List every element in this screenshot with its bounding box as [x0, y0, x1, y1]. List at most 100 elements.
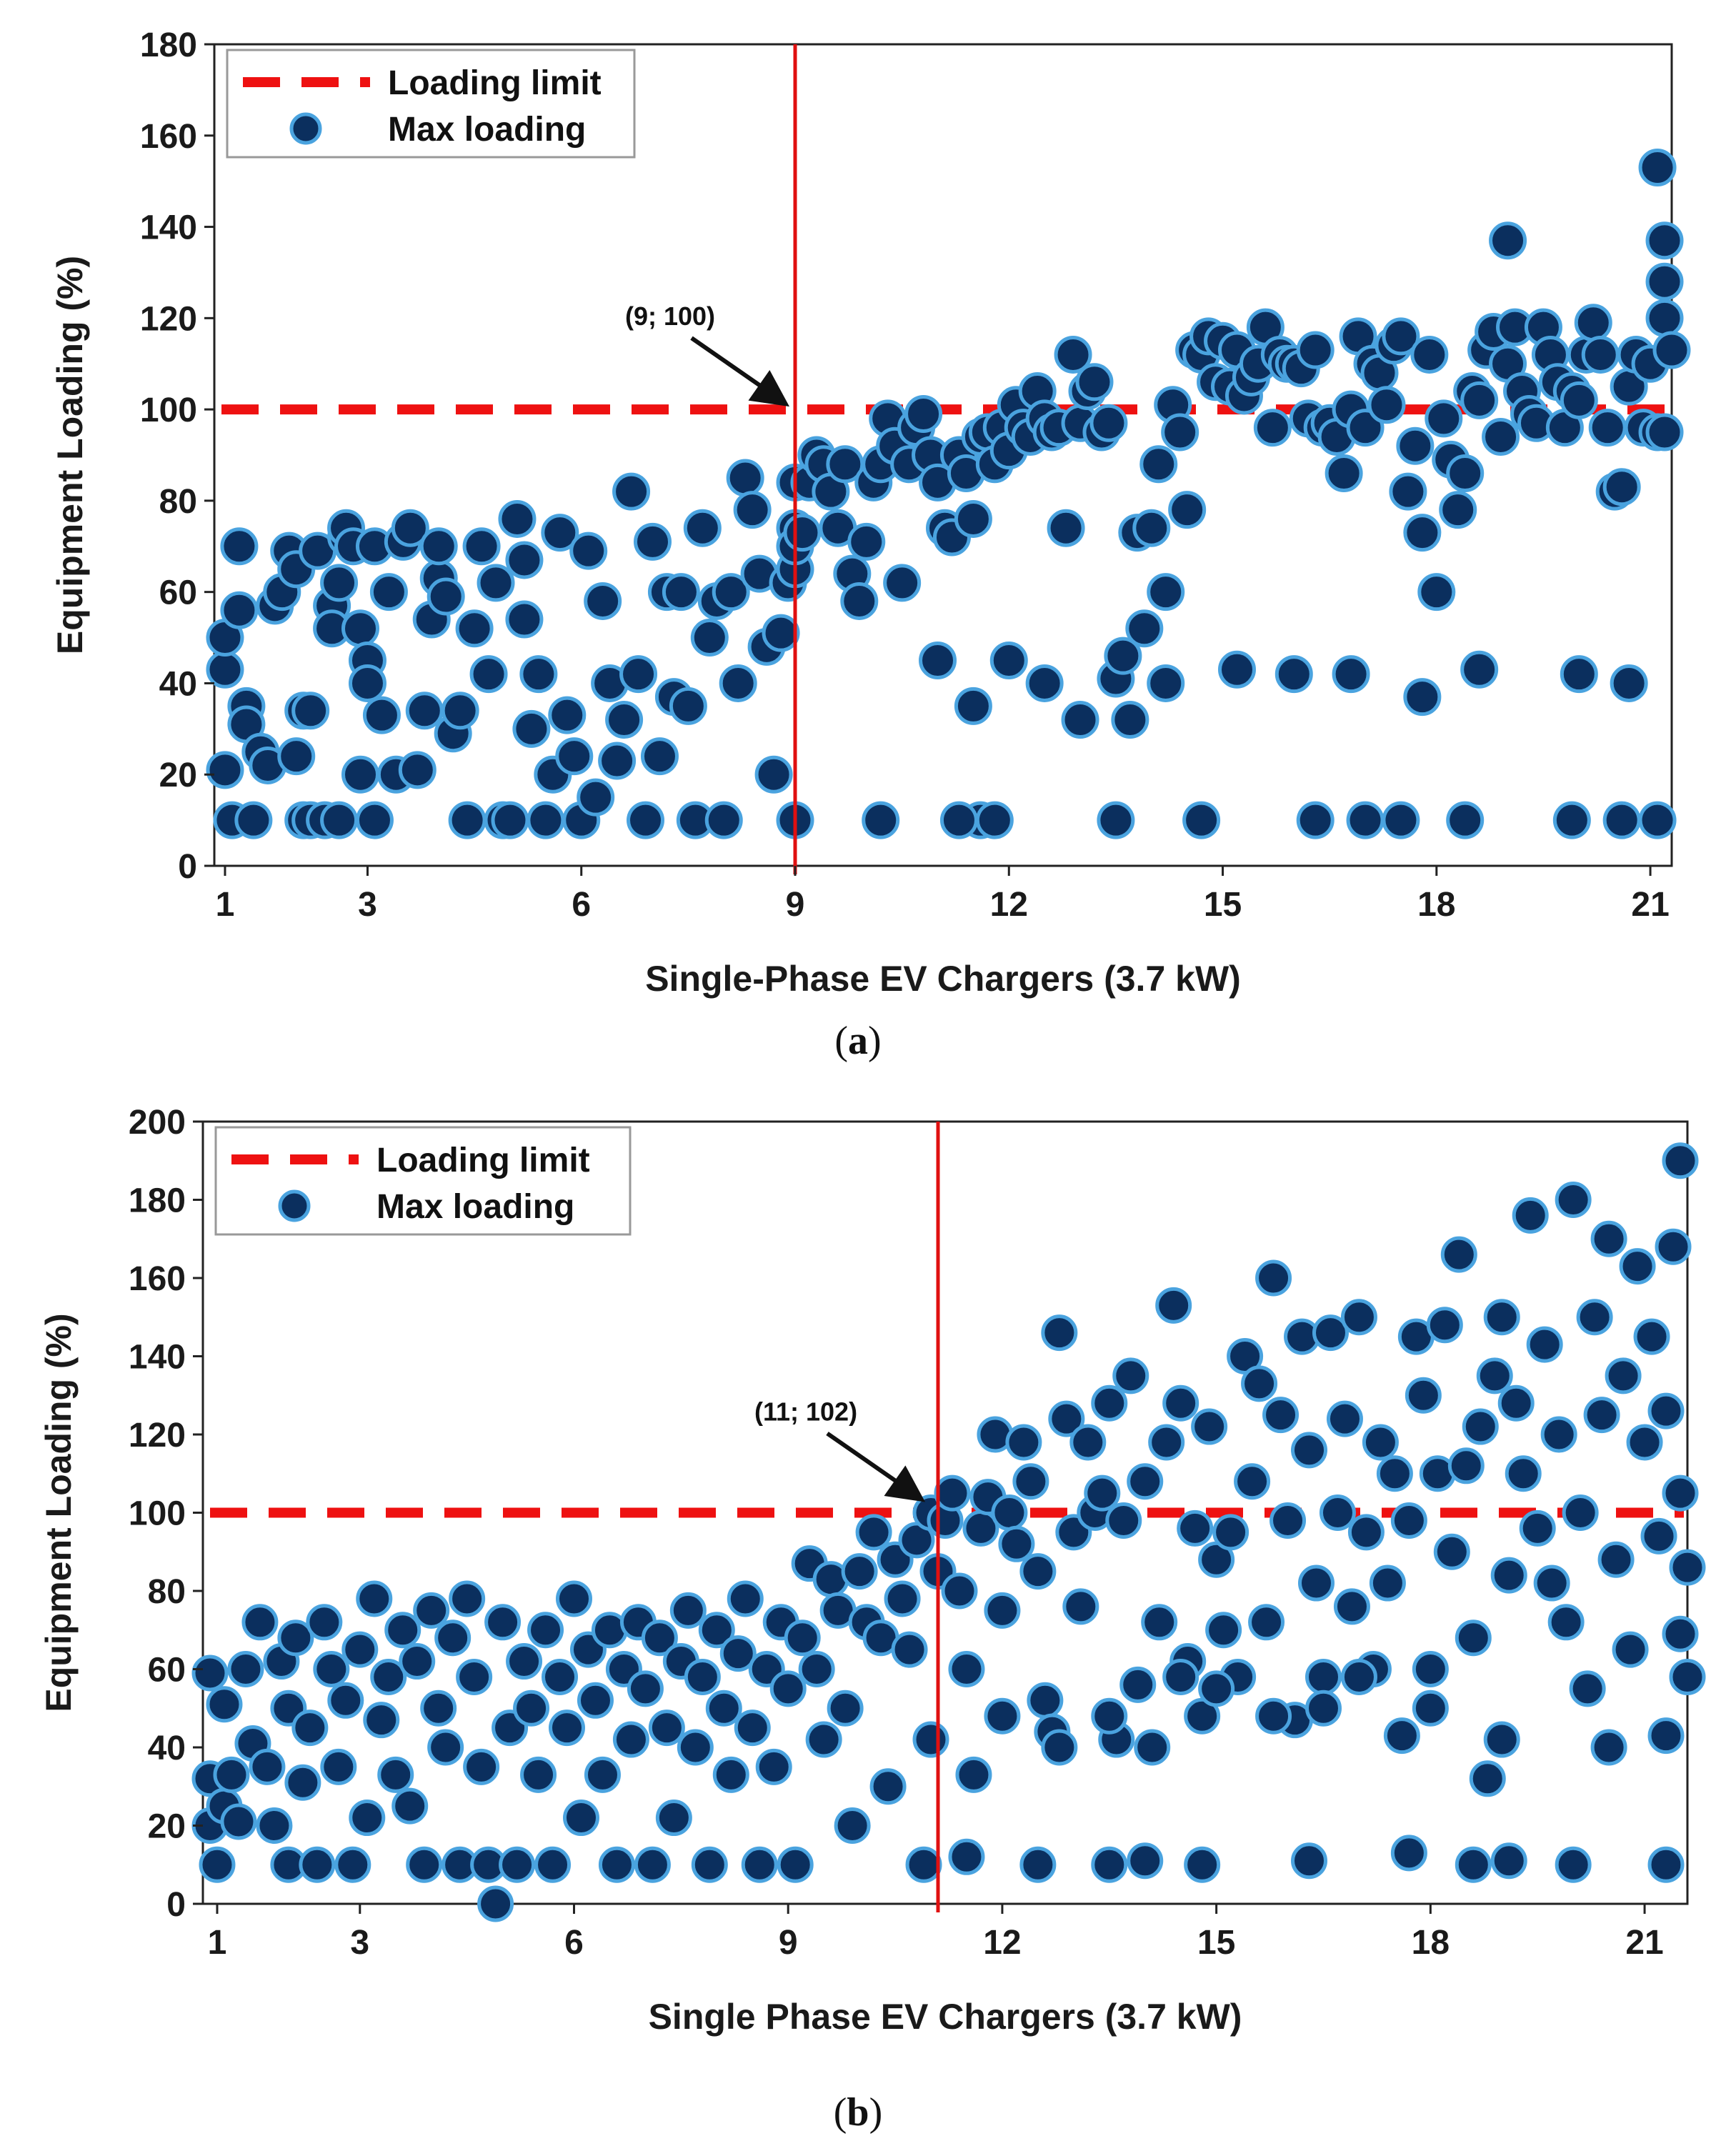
data-point: [1069, 1424, 1107, 1461]
data-point: [984, 1592, 1021, 1629]
x-tick-label: 15: [1204, 886, 1242, 924]
data-point: [633, 522, 672, 561]
data-point: [249, 1748, 286, 1785]
data-point: [1417, 573, 1456, 612]
x-tick-label: 1: [208, 1924, 227, 1962]
x-tick-label: 12: [983, 1924, 1021, 1962]
data-point: [349, 1800, 386, 1837]
data-point: [1325, 454, 1363, 493]
legend-label-point: Max loading: [388, 111, 586, 149]
data-point: [1253, 409, 1292, 447]
data-point: [769, 1670, 807, 1707]
data-point: [1626, 1424, 1663, 1461]
data-point: [1255, 1697, 1292, 1735]
data-point: [640, 737, 679, 776]
data-point: [341, 1631, 379, 1668]
data-point: [499, 1846, 536, 1883]
data-point: [1490, 1557, 1527, 1594]
data-point: [1640, 1517, 1677, 1554]
data-point: [370, 1658, 407, 1695]
data-point: [1062, 1588, 1099, 1625]
data-point: [1560, 655, 1598, 694]
data-point: [1025, 664, 1064, 702]
data-point: [1191, 1408, 1228, 1445]
data-point: [1346, 409, 1385, 447]
data-point: [369, 573, 408, 612]
data-point: [1112, 1357, 1149, 1394]
data-point: [434, 1620, 472, 1657]
x-tick-label: 6: [564, 1924, 584, 1962]
data-point: [1652, 331, 1691, 369]
data-point: [1376, 1455, 1413, 1492]
data-point: [733, 491, 772, 529]
data-point: [1526, 1326, 1563, 1363]
data-point: [662, 573, 700, 612]
y-tick-label: 140: [129, 1339, 186, 1377]
data-point: [1346, 801, 1385, 839]
data-point: [1139, 445, 1178, 484]
data-point: [449, 1580, 486, 1617]
data-point: [398, 751, 437, 789]
data-point: [1460, 650, 1499, 689]
data-point: [827, 1690, 864, 1727]
data-point: [734, 1710, 771, 1747]
y-tick-label: 100: [140, 391, 197, 429]
data-point: [584, 582, 622, 620]
data-point: [1075, 363, 1114, 401]
data-point: [1439, 491, 1477, 529]
data-point: [341, 755, 379, 794]
legend-label-point: Max loading: [376, 1188, 574, 1226]
data-point: [1669, 1549, 1706, 1586]
data-point: [399, 1643, 436, 1680]
data-point: [1104, 637, 1142, 675]
data-point: [1141, 1604, 1178, 1641]
data-point: [712, 1756, 749, 1793]
data-point: [698, 1612, 735, 1649]
annotation-label: (11; 102): [754, 1397, 857, 1427]
data-point: [1412, 1651, 1449, 1687]
data-point: [683, 509, 722, 547]
data-point: [727, 1580, 764, 1617]
data-point: [1590, 1729, 1627, 1766]
data-point: [641, 1620, 678, 1657]
data-point: [704, 801, 743, 839]
data-point: [954, 499, 992, 538]
data-point: [320, 564, 359, 602]
data-point: [869, 1768, 907, 1805]
data-point: [998, 1525, 1035, 1562]
data-point: [1212, 1514, 1249, 1551]
annotation-arrow-head: [884, 1465, 926, 1502]
data-point: [1382, 317, 1420, 356]
data-point: [277, 737, 316, 776]
y-tick-label: 20: [159, 757, 197, 794]
data-point: [777, 1846, 814, 1883]
data-point: [1382, 801, 1420, 839]
data-point: [847, 522, 886, 561]
data-point: [1460, 381, 1499, 419]
data-point: [1248, 1604, 1285, 1641]
y-axis-title: Equipment Loading (%): [50, 256, 90, 654]
data-point: [1168, 491, 1207, 529]
data-point: [1645, 299, 1684, 337]
data-point: [1602, 468, 1641, 506]
data-point: [1091, 1846, 1128, 1883]
data-point: [1367, 386, 1406, 424]
data-point: [1455, 1846, 1492, 1883]
data-point: [1019, 1553, 1057, 1590]
data-point: [1340, 1658, 1377, 1695]
data-point: [320, 1748, 357, 1785]
data-point: [1184, 1846, 1221, 1883]
data-point: [1312, 1314, 1349, 1352]
y-tick-label: 80: [148, 1573, 186, 1611]
data-point: [355, 801, 394, 839]
data-point: [1576, 1299, 1613, 1336]
data-point: [234, 801, 273, 839]
data-point: [690, 619, 729, 657]
data-point: [1633, 1318, 1670, 1355]
data-point: [1054, 335, 1092, 374]
data-point: [377, 1756, 414, 1793]
data-point: [1447, 1447, 1485, 1484]
data-point: [1132, 509, 1171, 547]
data-point: [1390, 1502, 1427, 1539]
x-tick-label: 18: [1417, 886, 1455, 924]
